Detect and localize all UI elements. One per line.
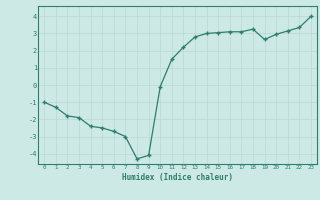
X-axis label: Humidex (Indice chaleur): Humidex (Indice chaleur) bbox=[122, 173, 233, 182]
